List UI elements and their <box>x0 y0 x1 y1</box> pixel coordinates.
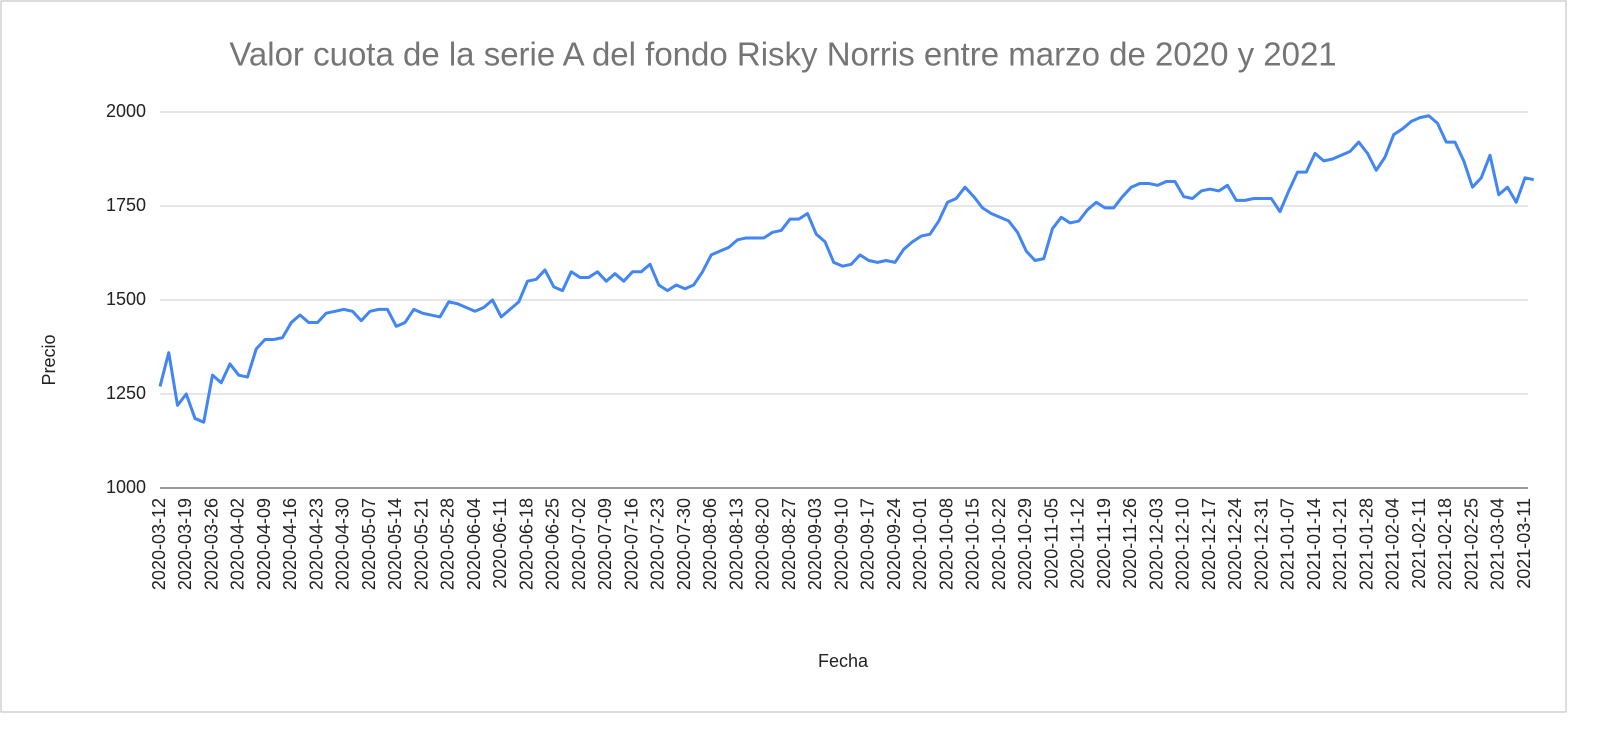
x-tick-label: 2020-07-16 <box>621 498 641 590</box>
x-tick-label: 2020-09-10 <box>831 498 851 590</box>
x-tick-label: 2020-04-16 <box>280 498 300 590</box>
x-tick-label: 2020-12-10 <box>1173 498 1193 590</box>
y-tick-label: 1500 <box>106 289 146 309</box>
x-tick-label: 2020-11-05 <box>1041 498 1061 589</box>
x-tick-label: 2020-05-14 <box>385 498 405 590</box>
x-tick-label: 2020-08-06 <box>700 498 720 590</box>
x-tick-label: 2020-12-03 <box>1146 498 1166 590</box>
x-tick-label: 2020-06-04 <box>464 498 484 590</box>
x-tick-label: 2021-01-28 <box>1356 498 1376 590</box>
x-tick-label: 2021-01-21 <box>1330 498 1350 590</box>
x-tick-label: 2020-12-17 <box>1199 498 1219 590</box>
x-tick-label: 2021-01-14 <box>1304 498 1324 590</box>
chart-title: Valor cuota de la serie A del fondo Risk… <box>229 36 1336 73</box>
x-tick-label: 2020-07-09 <box>595 498 615 590</box>
x-tick-label: 2020-11-12 <box>1068 498 1088 589</box>
data-line <box>158 114 1535 424</box>
x-tick-label: 2020-08-20 <box>753 498 773 590</box>
x-tick-label: 2020-07-02 <box>569 498 589 590</box>
x-tick-label: 2021-02-18 <box>1435 498 1455 590</box>
y-tick-label: 1250 <box>106 383 146 403</box>
x-tick-label: 2020-05-21 <box>411 498 431 590</box>
x-tick-label: 2020-04-02 <box>228 498 248 590</box>
x-tick-label: 2020-11-19 <box>1094 498 1114 589</box>
x-tick-label: 2020-12-24 <box>1225 498 1245 590</box>
x-tick-label: 2020-05-28 <box>438 498 458 590</box>
y-tick-label: 1000 <box>106 477 146 497</box>
y-tick-label: 2000 <box>106 101 146 121</box>
x-tick-label: 2020-10-22 <box>989 498 1009 590</box>
x-tick-label: 2020-11-26 <box>1120 498 1140 589</box>
x-tick-label: 2020-07-23 <box>648 498 668 590</box>
y-axis-label: Precio <box>39 334 59 385</box>
x-tick-label: 2020-03-19 <box>175 498 195 590</box>
x-tick-label: 2020-05-07 <box>359 498 379 590</box>
x-tick-label: 2020-10-15 <box>963 498 983 590</box>
x-tick-label: 2021-02-25 <box>1461 498 1481 590</box>
x-tick-label: 2020-04-30 <box>333 498 353 590</box>
x-tick-label: 2020-10-29 <box>1015 498 1035 590</box>
x-tick-label: 2020-04-23 <box>306 498 326 590</box>
x-tick-label: 2020-07-30 <box>674 498 694 590</box>
x-tick-label: 2020-06-11 <box>490 498 510 589</box>
x-tick-label: 2020-09-24 <box>884 498 904 590</box>
x-tick-label: 2021-02-11 <box>1409 498 1429 589</box>
x-tick-label: 2020-08-13 <box>726 498 746 590</box>
x-tick-label: 2020-10-01 <box>910 498 930 590</box>
x-tick-label: 2021-01-07 <box>1278 498 1298 590</box>
x-tick-label: 2020-04-09 <box>254 498 274 590</box>
x-tick-label: 2020-08-27 <box>779 498 799 590</box>
x-axis-label: Fecha <box>818 651 869 671</box>
x-tick-label: 2021-03-04 <box>1488 498 1508 590</box>
y-tick-label: 1750 <box>106 195 146 215</box>
x-tick-label: 2021-02-04 <box>1383 498 1403 590</box>
x-tick-label: 2020-12-31 <box>1251 498 1271 590</box>
x-tick-label: 2020-10-08 <box>936 498 956 590</box>
frame <box>0 0 1567 713</box>
x-tick-label: 2021-03-11 <box>1514 498 1534 589</box>
x-tick-label: 2020-09-03 <box>805 498 825 590</box>
x-tick-label: 2020-09-17 <box>858 498 878 590</box>
x-tick-label: 2020-03-12 <box>149 498 169 590</box>
x-tick-label: 2020-03-26 <box>201 498 221 590</box>
x-tick-label: 2020-06-18 <box>516 498 536 590</box>
x-tick-label: 2020-06-25 <box>543 498 563 590</box>
